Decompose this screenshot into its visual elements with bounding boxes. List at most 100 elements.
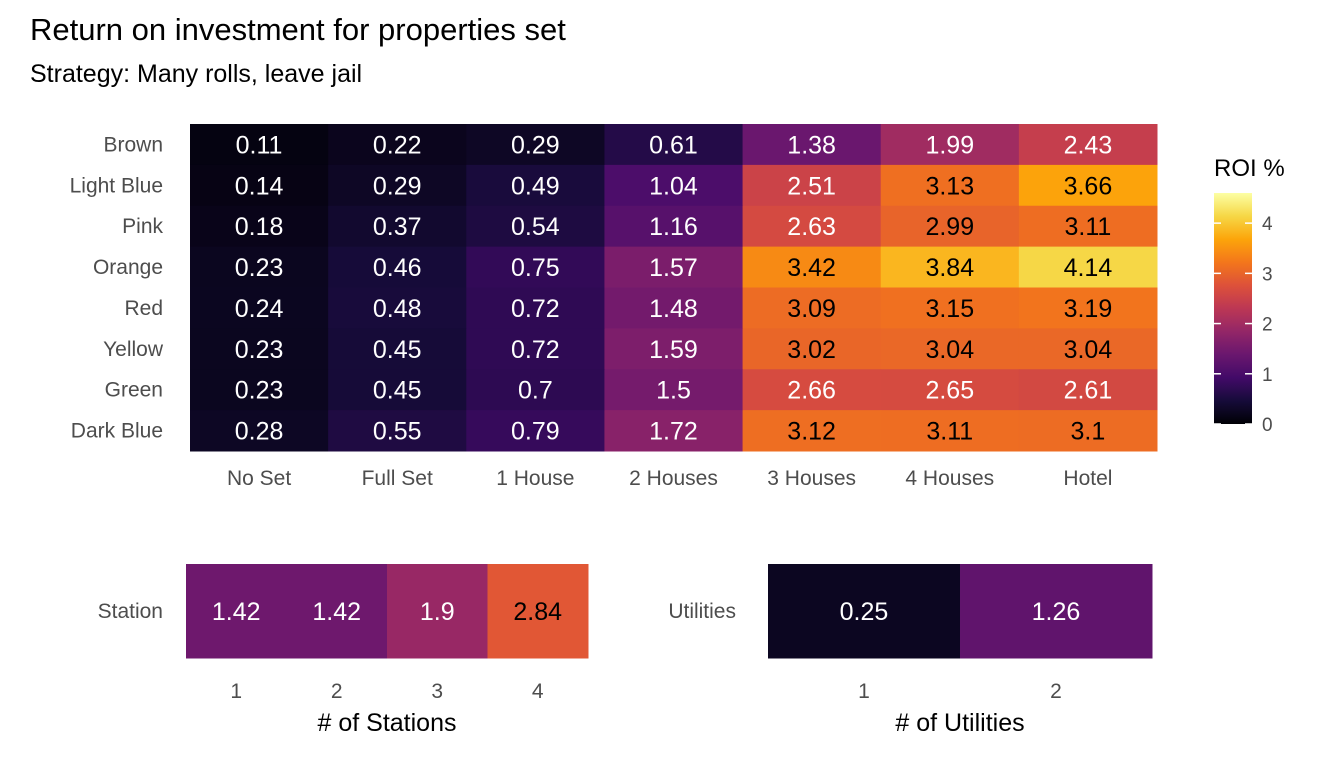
heatmap-cell bbox=[328, 124, 467, 166]
cell-value-label: 3.13 bbox=[925, 172, 974, 200]
heatmap-cell bbox=[466, 246, 605, 288]
heatmap-cell bbox=[466, 205, 605, 248]
legend-colorbar bbox=[1214, 193, 1252, 424]
cell-value-label: 3.11 bbox=[926, 418, 973, 446]
cell-value-label: 0.46 bbox=[373, 254, 422, 282]
heatmap-cell bbox=[604, 205, 744, 248]
cell-value-label: 1.72 bbox=[649, 418, 698, 446]
cell-value-label: 3.15 bbox=[925, 295, 974, 323]
cell-value-label: 0.14 bbox=[235, 172, 284, 200]
row-label: Dark Blue bbox=[71, 420, 163, 443]
cell-value-label: 3.09 bbox=[787, 295, 836, 323]
heatmap-cell bbox=[466, 410, 605, 452]
cell-value-label: 3.19 bbox=[1064, 295, 1113, 323]
heatmap-cell bbox=[466, 164, 605, 207]
column-label: 3 Houses bbox=[767, 467, 856, 490]
cell-value-label: 0.61 bbox=[649, 131, 698, 159]
cell-value-label: 0.45 bbox=[373, 336, 422, 364]
heatmap-cell bbox=[604, 164, 744, 207]
heatmap-cell bbox=[1018, 246, 1158, 288]
cell-value-label: 1.9 bbox=[420, 598, 455, 626]
heatmap-cell bbox=[466, 328, 605, 370]
heatmap-cell bbox=[880, 124, 1020, 166]
cell-value-label: 0.72 bbox=[511, 295, 560, 323]
cell-value-label: 3.1 bbox=[1071, 418, 1106, 446]
column-label: 3 bbox=[431, 680, 443, 703]
cell-value-label: 0.28 bbox=[235, 418, 284, 446]
cell-value-label: 0.23 bbox=[235, 336, 284, 364]
cell-value-label: 1.57 bbox=[649, 254, 698, 282]
x-axis-title: # of Stations bbox=[318, 709, 457, 737]
heatmap-cell bbox=[880, 287, 1020, 329]
heatmap-cell bbox=[190, 164, 329, 207]
column-label: Full Set bbox=[362, 467, 433, 490]
column-label: 4 bbox=[532, 680, 544, 703]
cell-value-label: 3.12 bbox=[787, 418, 836, 446]
cell-value-label: 0.23 bbox=[235, 254, 284, 282]
heatmap-cell bbox=[604, 369, 744, 411]
cell-value-label: 2.51 bbox=[787, 172, 836, 200]
cell-value-label: 2.43 bbox=[1064, 131, 1113, 159]
column-label: 1 bbox=[230, 680, 242, 703]
column-label: Hotel bbox=[1063, 467, 1112, 490]
heatmap-cell bbox=[1018, 164, 1158, 207]
cell-value-label: 4.14 bbox=[1064, 254, 1113, 282]
heatmap-cell bbox=[190, 328, 329, 370]
heatmap-cell bbox=[1018, 124, 1158, 166]
cell-value-label: 0.23 bbox=[235, 377, 284, 405]
heatmap-cell bbox=[190, 287, 329, 329]
chart-subtitle: Strategy: Many rolls, leave jail bbox=[30, 60, 363, 88]
heatmap-cell bbox=[466, 369, 605, 411]
heatmap-cell bbox=[328, 287, 467, 329]
chart-title: Return on investment for properties set bbox=[30, 12, 566, 47]
cell-value-label: 3.02 bbox=[787, 336, 836, 364]
legend-title: ROI % bbox=[1214, 155, 1285, 182]
legend-tick-label: 1 bbox=[1262, 365, 1273, 386]
legend-tick-label: 2 bbox=[1262, 315, 1273, 336]
cell-value-label: 1.59 bbox=[649, 336, 698, 364]
column-label: 2 bbox=[331, 680, 343, 703]
heatmap-cell bbox=[880, 164, 1020, 207]
heatmap-cell bbox=[604, 246, 744, 288]
cell-value-label: 0.45 bbox=[373, 377, 422, 405]
cell-value-label: 0.48 bbox=[373, 295, 422, 323]
heatmap-cell bbox=[742, 287, 882, 329]
cell-value-label: 3.84 bbox=[925, 254, 974, 282]
cell-value-label: 0.37 bbox=[373, 213, 422, 241]
cell-value-label: 2.65 bbox=[925, 377, 974, 405]
utility-heatmap: 0.25 1.26 Utilities 1 2 # of Utilities bbox=[668, 564, 1153, 737]
cell-value-label: 0.7 bbox=[518, 377, 553, 405]
cell-value-label: 0.72 bbox=[511, 336, 560, 364]
cell-value-label: 2.99 bbox=[925, 213, 974, 241]
cell-value-label: 0.55 bbox=[373, 418, 422, 446]
cell-value-label: 1.04 bbox=[649, 172, 698, 200]
heatmap-cell bbox=[328, 164, 467, 207]
heatmap-cell bbox=[328, 328, 467, 370]
cell-value-label: 0.18 bbox=[235, 213, 284, 241]
heatmap-cell bbox=[190, 410, 329, 452]
cell-value-label: 0.79 bbox=[511, 418, 560, 446]
heatmap-cell bbox=[742, 164, 882, 207]
legend-tick-label: 4 bbox=[1262, 214, 1273, 235]
heatmap-cell bbox=[742, 369, 882, 411]
cell-value-label: 0.29 bbox=[511, 131, 560, 159]
cell-value-label: 0.25 bbox=[840, 598, 889, 626]
heatmap-cell bbox=[487, 564, 589, 659]
heatmap-cell bbox=[1018, 410, 1158, 452]
heatmap-cell bbox=[880, 205, 1020, 248]
cell-value-label: 1.48 bbox=[649, 295, 698, 323]
x-axis-title: # of Utilities bbox=[895, 709, 1024, 737]
heatmap-cell bbox=[604, 328, 744, 370]
heatmap-cell bbox=[960, 564, 1153, 659]
heatmap-cell bbox=[186, 564, 287, 659]
cell-value-label: 3.04 bbox=[1064, 336, 1113, 364]
column-label: 2 bbox=[1050, 680, 1062, 703]
cell-value-label: 0.54 bbox=[511, 213, 560, 241]
heatmap-cell bbox=[604, 410, 744, 452]
heatmap-cell bbox=[286, 564, 388, 659]
cell-value-label: 2.66 bbox=[787, 377, 836, 405]
cell-value-label: 0.29 bbox=[373, 172, 422, 200]
heatmap-cell bbox=[1018, 205, 1158, 248]
cell-value-label: 1.16 bbox=[649, 213, 698, 241]
